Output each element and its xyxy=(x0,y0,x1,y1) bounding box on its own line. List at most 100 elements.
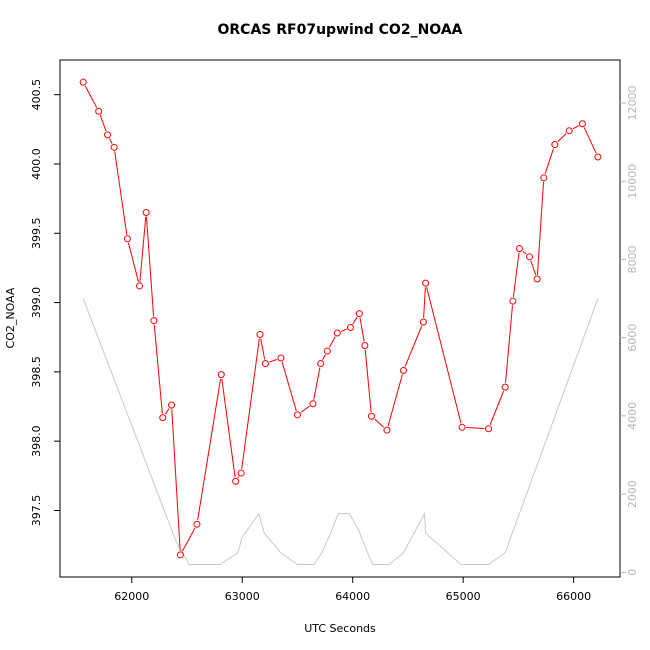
co2-point xyxy=(361,342,369,350)
x-tick-label: 62000 xyxy=(114,590,149,603)
co2-point xyxy=(383,426,391,434)
co2-point xyxy=(551,141,559,149)
chart-title: ORCAS RF07upwind CO2_NOAA xyxy=(218,22,463,38)
y2-tick-label: 6000 xyxy=(626,324,639,352)
co2-point xyxy=(501,383,509,391)
co2-point xyxy=(317,360,325,368)
y2-tick-label: 4000 xyxy=(626,402,639,430)
co2-line-segment xyxy=(153,324,163,414)
co2-line-segment xyxy=(557,133,567,142)
co2-line-segment xyxy=(536,181,545,275)
y-tick-label: 400.5 xyxy=(30,79,43,111)
y-tick-label: 400.0 xyxy=(30,148,43,180)
co2-line-segment xyxy=(145,216,155,317)
co2-line-segment xyxy=(114,151,128,235)
y-tick-label: 399.5 xyxy=(30,218,43,250)
y-axis-left: 397.5 398.0 398.5 399.0 399.5 400.0 400.5 xyxy=(30,79,60,526)
x-axis-label: UTC Seconds xyxy=(304,622,376,635)
co2-line-segment xyxy=(181,527,196,552)
co2-line-segment xyxy=(572,125,579,130)
co2-point xyxy=(565,127,573,135)
co2-line-segment xyxy=(583,127,597,154)
co2-line-segment xyxy=(197,378,222,521)
co2-point xyxy=(525,253,533,261)
co2-series xyxy=(79,78,602,559)
co2-line-segment xyxy=(281,361,297,411)
co2-line-segment xyxy=(364,349,372,413)
altitude-line xyxy=(82,298,599,565)
co2-point xyxy=(168,401,176,409)
co2-point xyxy=(485,425,493,433)
co2-point xyxy=(110,143,118,151)
co2-line-segment xyxy=(221,378,236,478)
co2-point xyxy=(458,423,466,431)
altitude-series xyxy=(82,298,599,565)
co2-line-segment xyxy=(84,85,98,108)
co2-point xyxy=(419,318,427,326)
co2-line-segment xyxy=(544,148,554,174)
y-tick-label: 398.0 xyxy=(30,425,43,457)
co2-line-segment xyxy=(387,374,403,427)
co2-point xyxy=(142,208,150,216)
co2-point xyxy=(159,414,167,422)
co2-line-segment xyxy=(171,409,181,551)
co2-line-segment xyxy=(99,115,107,132)
co2-point xyxy=(193,520,201,528)
co2-line-segment xyxy=(530,260,537,276)
co2-point xyxy=(515,245,523,253)
co2-line-segment xyxy=(423,287,426,318)
co2-point xyxy=(400,366,408,374)
x-tick-label: 64000 xyxy=(335,590,370,603)
co2-line-segment xyxy=(139,216,147,282)
co2-point xyxy=(237,469,245,477)
co2-point xyxy=(256,330,264,338)
co2-point xyxy=(367,412,375,420)
co2-line-segment xyxy=(426,287,462,424)
co2-line-segment xyxy=(489,390,505,425)
co2-line-segment xyxy=(164,408,170,415)
y-axis-right: 0 2000 4000 6000 8000 10000 12000 xyxy=(620,86,639,576)
co2-line-segment xyxy=(260,338,266,360)
co2-line-segment xyxy=(340,328,347,332)
co2-line-segment xyxy=(127,242,139,282)
co2-point xyxy=(176,551,184,559)
co2-point xyxy=(217,371,225,379)
y2-tick-label: 0 xyxy=(626,569,639,576)
y-tick-label: 397.5 xyxy=(30,495,43,527)
co2-point xyxy=(422,279,430,287)
co2-line-segment xyxy=(466,427,485,429)
plot-frame xyxy=(59,59,621,578)
co2-line-segment xyxy=(374,418,385,428)
co2-line-segment xyxy=(404,325,423,367)
co2-point xyxy=(136,282,144,290)
co2-line-segment xyxy=(241,338,260,469)
co2-line-segment xyxy=(322,354,326,361)
x-tick-label: 63000 xyxy=(225,590,260,603)
x-tick-label: 66000 xyxy=(556,590,591,603)
x-axis: 62000 63000 64000 65000 66000 xyxy=(114,577,591,603)
co2-point xyxy=(346,324,354,332)
co2-point xyxy=(323,347,331,355)
co2-point xyxy=(277,354,285,362)
y2-tick-label: 10000 xyxy=(626,164,639,199)
co2-point xyxy=(150,317,158,325)
y-tick-label: 399.0 xyxy=(30,287,43,319)
y2-tick-label: 12000 xyxy=(626,86,639,121)
co2-point xyxy=(540,174,548,182)
co2-point xyxy=(261,360,269,368)
co2-line-segment xyxy=(300,405,310,413)
co2-line-segment xyxy=(359,317,365,342)
y-tick-label: 398.5 xyxy=(30,356,43,388)
co2-line-segment xyxy=(352,316,358,325)
co2-line-segment xyxy=(522,250,527,255)
co2-point xyxy=(123,235,131,243)
x-tick-label: 65000 xyxy=(446,590,481,603)
co2-point xyxy=(355,310,363,318)
co2-point xyxy=(509,297,517,305)
co2-point xyxy=(103,131,111,139)
co2-point xyxy=(309,400,317,408)
co2-point xyxy=(578,120,586,128)
co2-line-segment xyxy=(328,336,336,348)
